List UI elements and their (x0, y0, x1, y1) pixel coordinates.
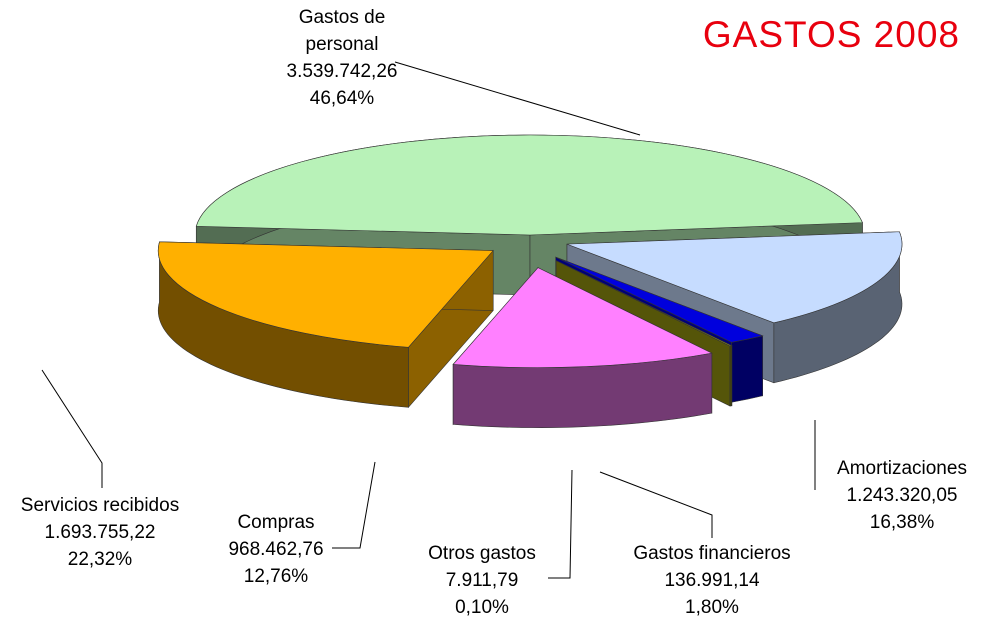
slice-top (555, 256, 764, 343)
category-label: Otros gastos (428, 543, 536, 564)
slice-label: Compras 968.462,76 12,76% (228, 509, 323, 590)
slice-label: Otros gastos 7.911,79 0,10% (428, 540, 536, 621)
leader-line (332, 461, 376, 549)
value-label: 7.911,79 (445, 570, 519, 591)
percentage-label: 12,76% (243, 566, 309, 587)
leader-line (41, 369, 103, 488)
slice-top (555, 260, 733, 347)
leader-lines (41, 61, 816, 579)
category-label: Amortizaciones (837, 458, 967, 479)
chart-title: GASTOS 2008 (702, 14, 960, 55)
slice-label: Servicios recibidos 1.693.755,22 22,32% (21, 492, 179, 573)
category-label: Gastos financieros (633, 543, 791, 564)
category-label: Servicios recibidos (20, 495, 180, 516)
slice-label: Gastos financieros 136.991,14 1,80% (633, 540, 790, 621)
percentage-label: 22,32% (67, 549, 133, 570)
slice-top (157, 241, 494, 348)
percentage-label: 46,64% (309, 88, 375, 109)
slice-top (566, 231, 903, 324)
percentage-label: 16,38% (869, 512, 935, 533)
percentage-label: 0,10% (455, 597, 509, 618)
slice-label: Gastos de personal 3.539.742,26 46,64% (272, 4, 412, 112)
category-label: Compras (237, 512, 315, 533)
percentage-label: 1,80% (685, 597, 739, 618)
slice-top (452, 267, 713, 368)
leader-line (394, 61, 641, 136)
slice-label: Amortizaciones 1.243.320,05 16,38% (837, 455, 967, 536)
value-label: 1.243.320,05 (846, 485, 958, 506)
slice-top (195, 134, 863, 236)
slice-side (731, 335, 763, 403)
leader-line (548, 469, 573, 579)
value-label: 968.462,76 (228, 539, 324, 560)
leader-line (599, 471, 713, 538)
category-label: Gastos de personal (298, 7, 386, 55)
slice-side (729, 345, 733, 407)
slices (157, 134, 903, 428)
value-label: 1.693.755,22 (44, 522, 156, 543)
value-label: 136.991,14 (664, 570, 760, 591)
value-label: 3.539.742,26 (286, 61, 398, 82)
